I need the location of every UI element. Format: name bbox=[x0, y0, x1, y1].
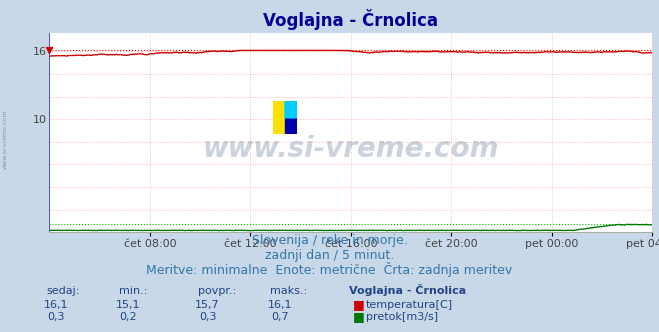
Bar bbox=[273, 101, 285, 134]
Text: maks.:: maks.: bbox=[270, 286, 308, 296]
Text: 0,2: 0,2 bbox=[120, 312, 137, 322]
Text: 16,1: 16,1 bbox=[268, 300, 293, 310]
Text: ■: ■ bbox=[353, 298, 364, 311]
Text: Meritve: minimalne  Enote: metrične  Črta: zadnja meritev: Meritve: minimalne Enote: metrične Črta:… bbox=[146, 262, 513, 277]
Bar bbox=[285, 101, 297, 118]
Text: zadnji dan / 5 minut.: zadnji dan / 5 minut. bbox=[265, 249, 394, 262]
Text: Voglajna - Črnolica: Voglajna - Črnolica bbox=[349, 284, 467, 296]
Text: min.:: min.: bbox=[119, 286, 147, 296]
Polygon shape bbox=[285, 101, 297, 118]
Text: 0,3: 0,3 bbox=[199, 312, 216, 322]
Text: 15,1: 15,1 bbox=[116, 300, 141, 310]
Text: ■: ■ bbox=[353, 310, 364, 323]
Text: www.si-vreme.com: www.si-vreme.com bbox=[203, 135, 499, 163]
Text: 16,1: 16,1 bbox=[43, 300, 69, 310]
Title: Voglajna - Črnolica: Voglajna - Črnolica bbox=[264, 9, 438, 30]
Text: temperatura[C]: temperatura[C] bbox=[366, 300, 453, 310]
Text: povpr.:: povpr.: bbox=[198, 286, 236, 296]
Bar bbox=[285, 118, 297, 134]
Text: 0,3: 0,3 bbox=[47, 312, 65, 322]
Text: sedaj:: sedaj: bbox=[46, 286, 80, 296]
Text: pretok[m3/s]: pretok[m3/s] bbox=[366, 312, 438, 322]
Text: 0,7: 0,7 bbox=[272, 312, 289, 322]
Text: www.si-vreme.com: www.si-vreme.com bbox=[3, 110, 8, 169]
Text: Slovenija / reke in morje.: Slovenija / reke in morje. bbox=[252, 234, 407, 247]
Text: 15,7: 15,7 bbox=[195, 300, 220, 310]
